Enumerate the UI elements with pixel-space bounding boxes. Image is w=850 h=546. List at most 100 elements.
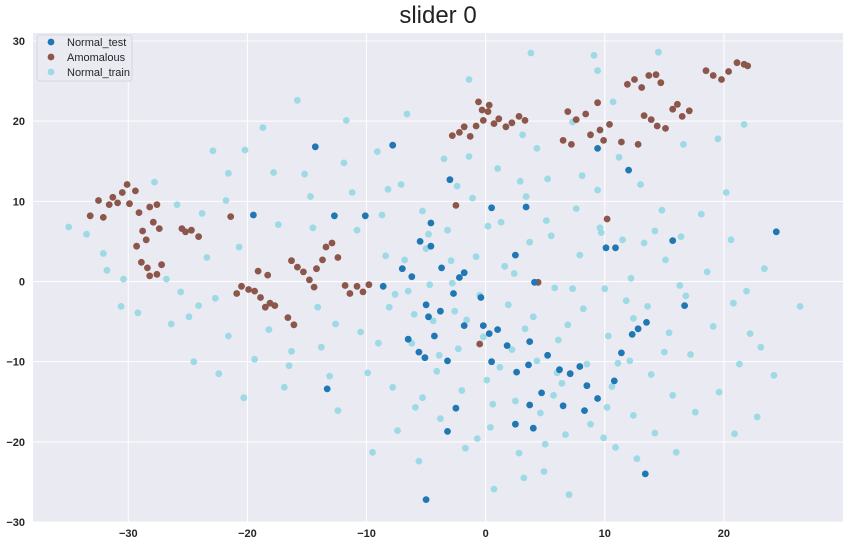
data-point-normal-train <box>241 146 249 154</box>
data-point-amomalous <box>353 282 361 290</box>
data-point-normal-test <box>628 331 636 338</box>
data-point-normal-train <box>259 124 267 131</box>
data-point-amomalous <box>109 193 117 201</box>
data-point-normal-test <box>416 238 424 245</box>
data-point-normal-train <box>615 153 623 161</box>
data-point-normal-train <box>680 141 687 148</box>
data-point-amomalous <box>472 122 480 130</box>
data-point-amomalous <box>123 181 131 188</box>
y-tick-label: −20 <box>6 437 25 449</box>
data-point-normal-train <box>622 297 630 305</box>
data-point-normal-test <box>323 385 331 393</box>
data-point-normal-test <box>625 166 632 174</box>
data-point-amomalous <box>669 105 677 113</box>
data-point-normal-train <box>537 409 544 417</box>
data-point-amomalous <box>460 123 468 131</box>
data-point-normal-test <box>485 330 493 337</box>
data-point-normal-test <box>437 307 444 315</box>
data-point-amomalous <box>631 76 638 83</box>
data-point-normal-train <box>275 221 282 229</box>
data-point-amomalous <box>261 303 269 311</box>
data-point-normal-test <box>522 203 530 211</box>
data-point-normal-test <box>581 407 588 414</box>
data-point-normal-train <box>440 155 448 163</box>
data-point-normal-train <box>385 303 393 311</box>
data-point-normal-train <box>403 110 411 118</box>
data-point-amomalous <box>257 294 264 301</box>
data-point-amomalous <box>334 254 342 261</box>
data-point-normal-train <box>453 182 461 190</box>
data-point-amomalous <box>310 283 318 291</box>
x-tick-label: −30 <box>119 528 138 540</box>
data-point-normal-test <box>566 370 574 378</box>
data-point-normal-train <box>691 408 699 416</box>
data-point-normal-test <box>529 424 537 432</box>
data-point-normal-train <box>731 430 738 438</box>
data-point-amomalous <box>146 272 154 280</box>
tick-labels: −30 −20 −10 0 10 20 −30 −20 −10 0 10 20 30 <box>6 36 730 540</box>
data-point-normal-test <box>444 357 451 365</box>
data-point-normal-train <box>391 290 399 298</box>
data-point-normal-test <box>681 302 688 309</box>
data-point-normal-train <box>630 412 637 419</box>
legend-marker <box>47 53 55 61</box>
legend-marker <box>47 38 55 46</box>
y-tick-label: 30 <box>13 36 25 48</box>
data-point-normal-test <box>559 402 567 410</box>
data-point-normal-train <box>447 257 455 265</box>
data-point-normal-train <box>626 357 634 365</box>
data-point-normal-test <box>311 143 319 151</box>
data-point-normal-train <box>353 226 361 234</box>
data-point-normal-train <box>504 301 512 309</box>
data-point-normal-test <box>479 322 487 329</box>
data-point-normal-train <box>410 311 418 318</box>
data-point-normal-test <box>425 313 432 321</box>
data-point-normal-train <box>412 404 419 411</box>
data-point-normal-test <box>427 242 435 250</box>
data-point-amomalous <box>300 268 307 276</box>
data-point-normal-train <box>714 135 722 143</box>
data-point-normal-test <box>379 282 387 290</box>
data-point-normal-train <box>394 427 401 434</box>
data-point-normal-train <box>757 343 765 351</box>
data-point-normal-train <box>117 303 125 310</box>
data-point-normal-train <box>195 302 203 309</box>
data-point-normal-train <box>600 434 607 442</box>
data-point-amomalous <box>452 202 460 209</box>
data-point-amomalous <box>475 98 482 106</box>
data-point-amomalous <box>146 203 154 211</box>
legend-label: Amomalous <box>67 52 126 64</box>
data-point-amomalous <box>153 201 161 209</box>
data-point-normal-train <box>672 448 680 456</box>
data-point-normal-train <box>572 205 580 213</box>
data-point-normal-train <box>722 189 730 196</box>
data-point-normal-train <box>451 307 459 315</box>
data-point-normal-test <box>404 335 412 343</box>
data-point-normal-train <box>697 210 705 218</box>
data-point-normal-train <box>357 328 364 336</box>
data-point-amomalous <box>495 115 503 123</box>
data-point-normal-train <box>730 299 737 307</box>
data-point-normal-train <box>551 284 559 292</box>
data-point-normal-train <box>401 256 408 264</box>
data-point-normal-train <box>473 435 481 442</box>
data-point-amomalous <box>564 108 572 115</box>
data-point-normal-test <box>556 366 563 374</box>
data-point-normal-train <box>603 404 611 411</box>
data-point-normal-train <box>225 332 232 340</box>
data-point-normal-train <box>373 148 381 156</box>
data-point-normal-train <box>655 48 662 56</box>
data-point-amomalous <box>126 200 133 208</box>
data-point-amomalous <box>515 113 523 120</box>
data-point-normal-train <box>235 243 243 251</box>
data-point-normal-test <box>512 251 519 259</box>
data-point-amomalous <box>662 124 669 132</box>
data-point-amomalous <box>653 122 661 130</box>
data-point-normal-test <box>431 332 438 340</box>
data-point-normal-test <box>602 244 610 252</box>
data-point-normal-train <box>533 357 541 365</box>
data-point-normal-train <box>608 383 616 390</box>
data-point-normal-train <box>519 131 526 139</box>
data-point-normal-train <box>676 282 684 289</box>
